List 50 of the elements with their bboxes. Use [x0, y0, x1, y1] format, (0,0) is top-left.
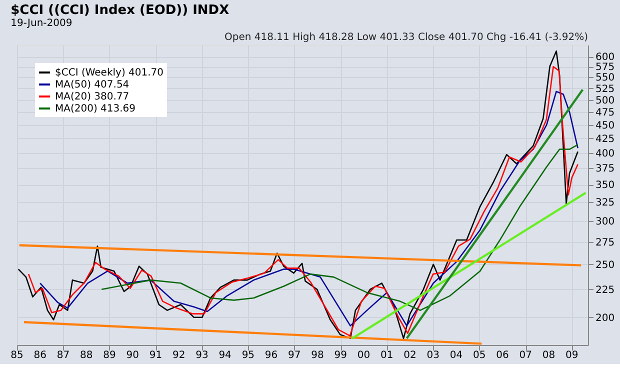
x-tick-label: 08 — [542, 350, 556, 361]
y-tick-label: 300 — [596, 216, 615, 228]
x-tick-label: 09 — [565, 350, 578, 361]
x-tick-label: 95 — [242, 350, 255, 361]
chart-subtitle: 19-Jun-2009 — [10, 18, 72, 29]
x-tick-label: 96 — [264, 350, 278, 361]
y-tick-label: 350 — [596, 180, 615, 192]
y-tick-label: 375 — [596, 164, 615, 175]
y-tick-label: 500 — [596, 95, 615, 106]
x-tick-label: 87 — [56, 350, 70, 361]
x-tick-label: 98 — [311, 350, 324, 361]
legend-label: $CCI (Weekly) 401.70 — [55, 68, 164, 78]
x-tick-label: 99 — [334, 350, 348, 361]
x-tick-label: 97 — [288, 350, 301, 361]
x-tick-label: 94 — [218, 350, 232, 361]
x-tick-label: 92 — [172, 350, 186, 361]
text: Open 418.11 High 418.28 Low 401.33 Close 401.70 Chg -16.41 (-3.92%) — [224, 32, 588, 43]
x-tick-label: 91 — [149, 350, 162, 361]
y-tick-label: 600 — [596, 52, 615, 64]
y-tick-label: 275 — [596, 237, 615, 248]
line-series — [100, 144, 578, 311]
x-tick-label: 01 — [380, 350, 394, 361]
x-tick-label: 89 — [103, 350, 116, 361]
y-tick-label: 400 — [596, 148, 615, 160]
y-tick-label: 475 — [596, 108, 615, 119]
legend-label: MA(200) 413.69 — [55, 104, 136, 114]
y-tick-label: 450 — [596, 120, 615, 132]
x-tick-label: 06 — [496, 350, 509, 361]
y-tick-label: 525 — [596, 84, 615, 95]
y-tick-label: 425 — [596, 134, 615, 145]
x-tick-label: 93 — [196, 350, 208, 361]
legend-label: MA(50) 407.54 — [55, 80, 130, 90]
y-tick-label: 575 — [596, 62, 615, 74]
x-tick-label: 00 — [357, 350, 370, 361]
x-tick-label: 88 — [80, 350, 93, 361]
y-tick-label: 225 — [596, 284, 615, 296]
x-tick-label: 02 — [404, 350, 416, 361]
chart-title: $CCI ((CCI) Index (EOD)) INDX — [10, 3, 230, 18]
y-tick-label: 325 — [596, 198, 615, 209]
x-tick-label: 86 — [34, 350, 46, 361]
x-tick-label: 04 — [450, 350, 463, 361]
y-tick-label: 200 — [596, 312, 615, 324]
x-tick-label: 03 — [426, 350, 440, 361]
x-tick-label: 07 — [519, 350, 532, 361]
y-tick-label: 250 — [596, 260, 615, 271]
legend-label: MA(20) 380.77 — [55, 92, 130, 102]
y-tick-label: 550 — [596, 72, 615, 84]
x-tick-label: 90 — [126, 350, 139, 361]
x-tick-label: 05 — [472, 350, 486, 361]
x-tick-label: 85 — [10, 350, 24, 361]
